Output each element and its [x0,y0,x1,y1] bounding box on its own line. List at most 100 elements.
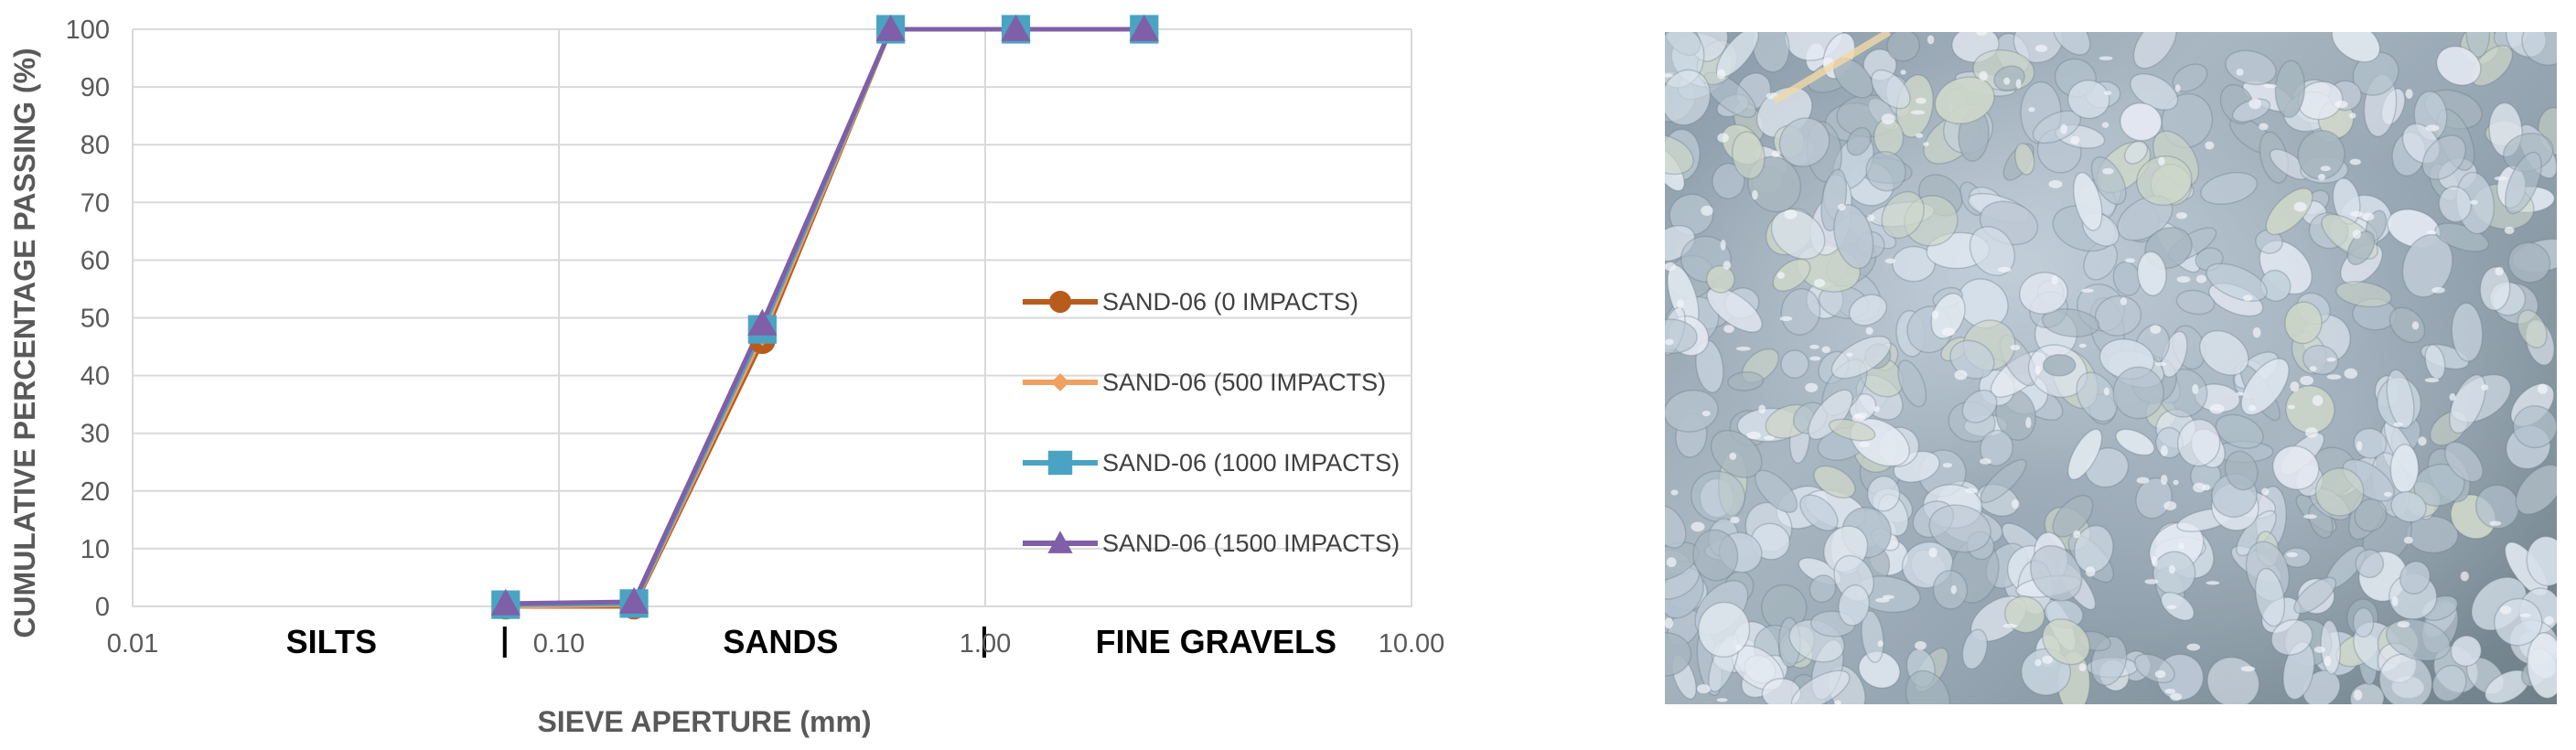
grain-highlight [1910,110,1926,115]
grain-highlight [2144,579,2159,584]
sand-grain [1754,469,1798,513]
sand-grain [1838,584,1871,627]
sand-grain [1665,389,1719,433]
grain-highlight [1665,262,1677,272]
grain-highlight [2186,643,2201,651]
sand-grain [2353,427,2388,459]
grain-highlight [1859,441,1870,447]
grain-highlight [2125,258,2135,263]
sand-grain [2225,49,2277,86]
sand-grain [2215,413,2264,449]
grain-highlight [1758,404,1766,414]
grain-highlight [2287,404,2295,410]
grain-highlight [2136,477,2150,484]
grain-highlight [1752,189,1758,200]
legend-label: SAND-06 (0 IMPACTS) [1102,288,1358,316]
sand-grain [1706,286,1763,333]
grain-highlight [2078,663,2087,672]
series-point [1047,530,1073,553]
sand-grain [2199,329,2249,376]
grain-highlight [2313,646,2325,653]
sand-grain [1861,610,1884,663]
grain-highlight [2103,387,2109,396]
sand-grain [2014,142,2035,176]
sand-grain [1961,628,1988,670]
sand-grain [2474,484,2520,530]
grain-highlight [2424,378,2440,383]
sand-grain [1790,670,1851,704]
sand-grain [1690,470,1746,523]
grain-highlight [2261,488,2270,496]
x-tick-label: 1.00 [960,629,1011,659]
grain-highlight [2362,212,2375,221]
grain-highlight [2405,89,2413,99]
grain-highlight [2060,123,2067,134]
grain-highlight [2286,552,2298,558]
grain-highlight [2259,123,2269,131]
grain-highlight [1923,142,1929,146]
grain-highlight [2426,230,2437,235]
sand-grain [2435,45,2482,86]
sand-grain [2073,171,2103,231]
sand-grain [1928,504,1991,553]
grain-highlight [2349,158,2361,166]
sand-grain [1846,126,1872,156]
series-point [490,588,521,616]
sand-grain [2444,441,2484,483]
sand-grain [2521,32,2557,66]
grain-highlight [2161,475,2168,486]
sand-grain [2346,230,2376,266]
grain-highlight [1846,352,1853,357]
grain-highlight [1805,382,1819,392]
grain-highlight [2168,564,2175,574]
grain-highlight [2470,199,2478,205]
grain-highlight [2242,295,2253,302]
grain-highlight [2160,445,2168,456]
grain-highlight [1776,272,1786,279]
grain-highlight [1834,700,1841,704]
sand-grain [1905,670,1951,704]
sand-grain [2132,32,2177,70]
sand-grain [2314,467,2365,517]
grain-highlight [2010,344,2021,351]
series-line [505,27,1144,606]
grain-highlight [2202,484,2211,491]
y-tick-label: 20 [80,477,110,507]
grain-highlight [1928,547,1937,558]
grain-highlight [1882,595,1894,600]
grain-highlight [1916,97,1927,104]
grain-highlight [2309,366,2317,372]
sand-grain [1809,574,1837,604]
grain-highlight [2544,616,2554,626]
grain-highlight [2350,210,2364,218]
grain-highlight [1720,240,1726,251]
grain-highlight [2085,566,2096,577]
sand-grain [2265,188,2313,236]
sand-grain [1770,209,1826,260]
sand-grain [2270,618,2313,656]
sand-grain [2274,59,2306,119]
legend-label: SAND-06 (1000 IMPACTS) [1102,449,1400,477]
sand-grain [2052,32,2091,56]
grain-highlight [2042,655,2054,664]
sand-grain [1772,258,1811,292]
sand-grain [1778,117,1830,167]
sand-grain [1665,318,1698,354]
grain-highlight [1665,338,1674,346]
grain-highlight [1809,356,1821,361]
sand-grain [2136,155,2193,207]
grain-highlight [2081,288,2094,293]
x-axis-title: SIEVE APERTURE (mm) [537,705,871,738]
grain-highlight [2334,101,2348,109]
sand-grain [2378,653,2433,704]
grain-highlight [2449,393,2456,402]
sand-grain [2390,490,2427,523]
grain-highlight [2349,112,2356,119]
y-axis-title: CUMULATIVE PERCENTAGE PASSING (%) [8,48,41,638]
sand-grain [2470,45,2514,87]
sand-grain [2172,63,2208,92]
sand-grain [1665,632,1692,677]
sand-grain [1727,370,1765,391]
grain-highlight [1900,70,1906,75]
